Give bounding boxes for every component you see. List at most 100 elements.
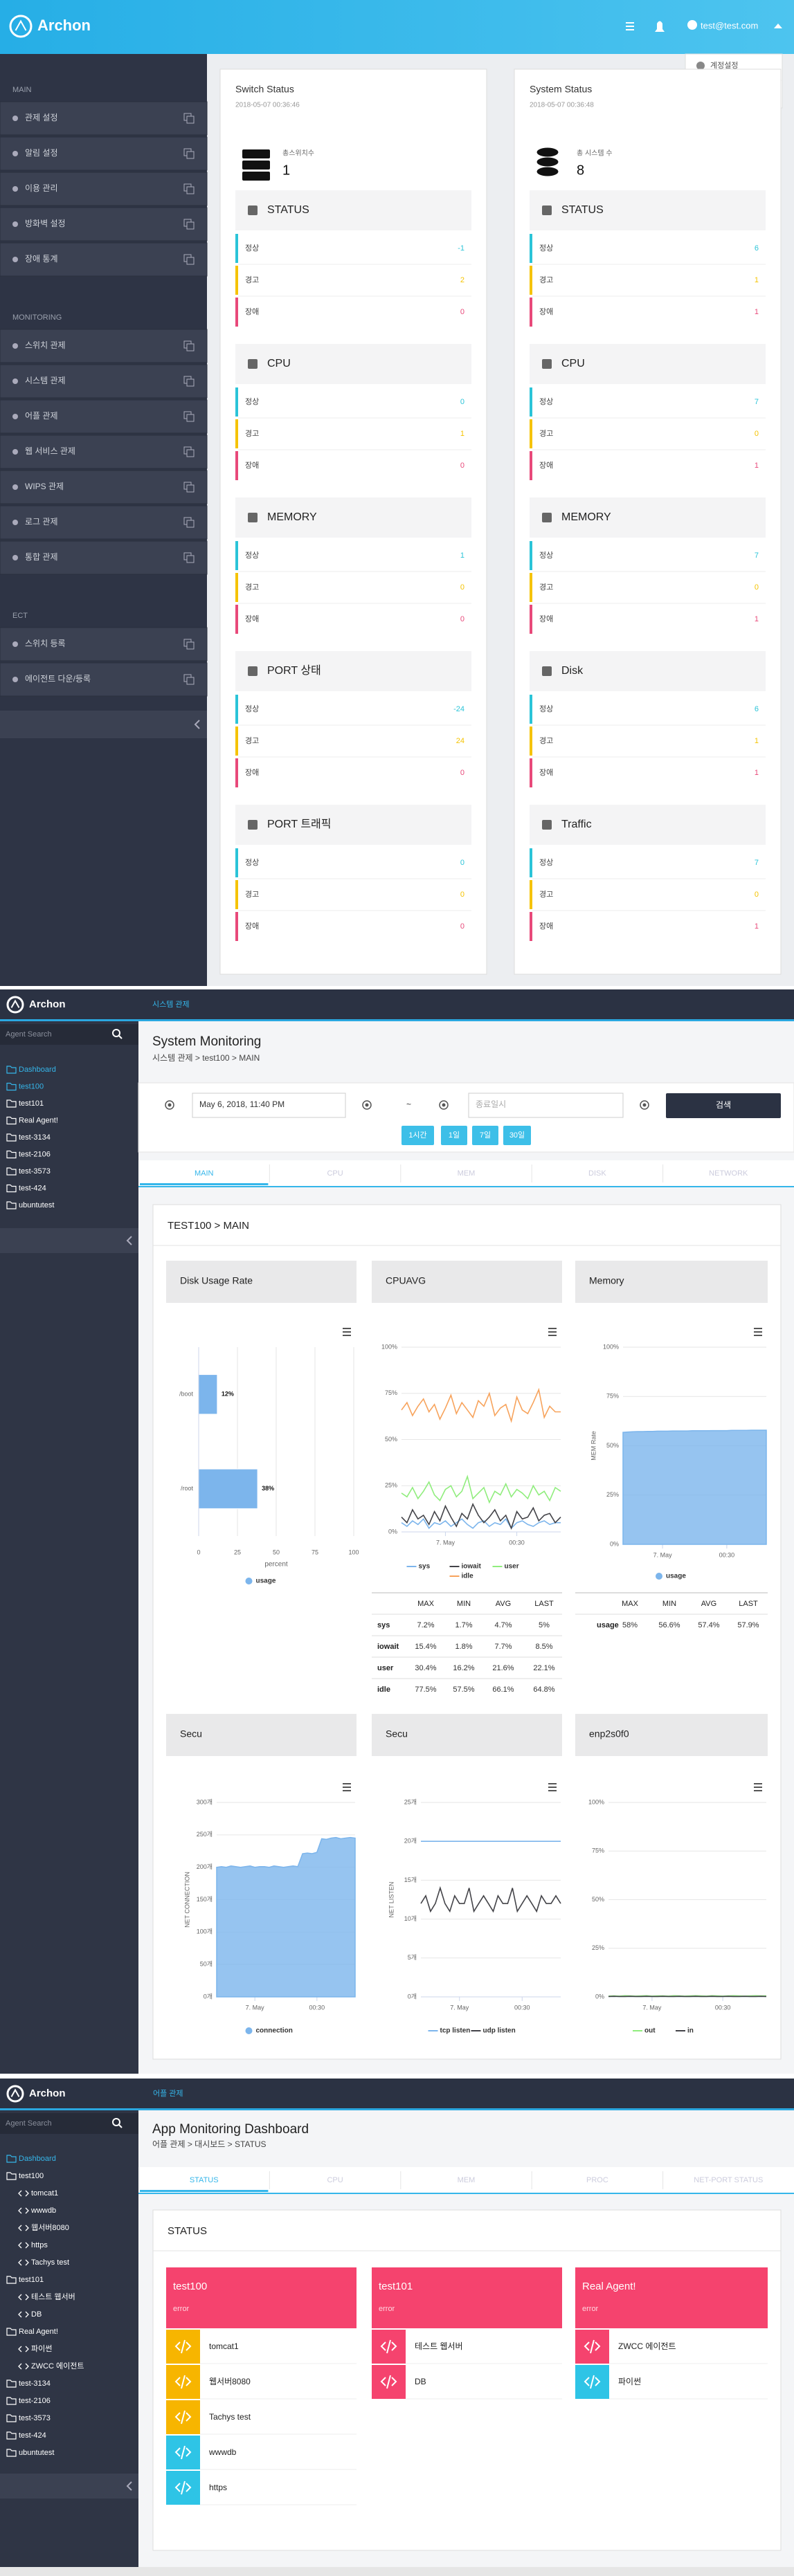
app-item-label[interactable]: wwwdb (208, 2447, 237, 2457)
search-button-label[interactable]: 검색 (716, 1100, 731, 1110)
sidebar-link[interactable]: 시스템 관제 (25, 376, 66, 385)
legend-label: in (687, 2027, 694, 2035)
radio[interactable] (439, 1100, 449, 1110)
tree-node[interactable]: ubuntutest (19, 1201, 54, 1209)
tree-node[interactable]: test101 (19, 2276, 44, 2284)
search-input[interactable]: Agent Search (6, 1030, 52, 1039)
status-label: 정상 (245, 397, 259, 406)
sidebar-link[interactable]: 방화벽 설정 (25, 219, 66, 228)
folder-icon (6, 2449, 17, 2457)
tree-node[interactable]: Real Agent! (19, 2328, 58, 2336)
menu-item[interactable]: 계정설정 (710, 61, 738, 70)
radio[interactable] (165, 1100, 174, 1110)
range-button-label[interactable]: 30일 (509, 1130, 525, 1140)
tab[interactable]: MEM (458, 2176, 476, 2184)
table-header: AVG (701, 1600, 716, 1608)
tree-node[interactable]: tomcat1 (31, 2189, 58, 2198)
tab[interactable]: MEM (458, 1169, 476, 1178)
range-button-label[interactable]: 1시간 (408, 1131, 426, 1140)
range-button-label[interactable]: 1일 (449, 1130, 460, 1140)
user-email[interactable]: test@test.com (701, 20, 758, 30)
folder-icon (6, 2155, 17, 2163)
app-item-label[interactable]: Tachys test (209, 2412, 251, 2422)
app-item-label[interactable]: 파이썬 (618, 2377, 641, 2386)
sidebar-link[interactable]: 관제 설정 (25, 113, 58, 122)
search-box (0, 2113, 138, 2134)
x-tick-label: 50 (273, 1549, 280, 1555)
tree-node[interactable]: DB (31, 2310, 42, 2319)
app-item-label[interactable]: 테스트 웹서버 (415, 2341, 463, 2351)
status-label: 경고 (539, 275, 553, 284)
range-button-label[interactable]: 7일 (480, 1130, 491, 1140)
section-icon (542, 666, 552, 676)
tree-node[interactable]: Dashboard (19, 2155, 56, 2163)
nav-tab[interactable]: 어플 관제 (153, 2089, 183, 2098)
sidebar-link[interactable]: 스위치 등록 (25, 639, 66, 648)
table-header: LAST (534, 1600, 554, 1608)
tab[interactable]: MAIN (195, 1169, 214, 1178)
nav-tab[interactable]: 시스템 관제 (152, 1000, 190, 1009)
app-item-label[interactable]: 웹서버8080 (209, 2377, 251, 2386)
sidebar-link[interactable]: 스위치 관제 (25, 340, 66, 350)
app-item-label[interactable]: ZWCC 에이전트 (618, 2341, 676, 2351)
sidebar-link[interactable]: 웹 서비스 관제 (25, 446, 75, 456)
app-item-label[interactable]: tomcat1 (209, 2341, 239, 2351)
tree-node[interactable]: test-3573 (19, 1167, 51, 1176)
line (420, 1885, 561, 1913)
tab[interactable]: CPU (327, 1169, 343, 1178)
sidebar-link[interactable]: 에이전트 다운/등록 (25, 674, 91, 684)
sidebar-link[interactable]: 알림 설정 (25, 148, 58, 158)
status-value: 7 (755, 398, 759, 406)
code-icon (584, 2339, 601, 2354)
tree-node[interactable]: test-3573 (19, 2414, 51, 2422)
app-item-label[interactable]: DB (415, 2377, 426, 2386)
tab[interactable]: NET-PORT STATUS (694, 2176, 763, 2184)
status-label: 경고 (539, 890, 553, 899)
status-row (235, 573, 471, 602)
sidebar-link[interactable]: WIPS 관제 (25, 482, 64, 491)
tree-node[interactable]: Tachys test (31, 2258, 69, 2267)
sidebar-link[interactable]: 통합 관제 (25, 552, 58, 562)
tree-node[interactable]: wwwdb (30, 2207, 56, 2215)
date-end[interactable]: 종료일시 (476, 1099, 506, 1109)
tree-node[interactable]: https (31, 2241, 48, 2249)
tab[interactable]: DISK (588, 1169, 606, 1178)
tab[interactable]: PROC (586, 2176, 608, 2184)
sidebar-link[interactable]: 어플 관제 (25, 411, 58, 421)
tree-node[interactable]: test-424 (19, 2431, 46, 2440)
search-input[interactable]: Agent Search (6, 2119, 52, 2128)
tree-node[interactable]: test-3134 (19, 1133, 51, 1142)
tree-node[interactable]: test-2106 (19, 2397, 51, 2405)
tab[interactable]: STATUS (190, 2176, 219, 2184)
bar (198, 1468, 258, 1509)
tree-node[interactable]: test100 (19, 1082, 44, 1090)
sidebar-link[interactable]: 이용 관리 (25, 183, 58, 193)
status-value: 6 (755, 244, 759, 253)
tree-node[interactable]: 테스트 웹서버 (31, 2292, 75, 2301)
tree-node[interactable]: test-3134 (19, 2379, 51, 2388)
tree-node[interactable]: Dashboard (19, 1066, 56, 1074)
tree-node[interactable]: test101 (19, 1099, 44, 1108)
tree-node[interactable]: ubuntutest (19, 2449, 54, 2457)
tree-node[interactable]: test-424 (19, 1184, 46, 1192)
tree-node[interactable]: Real Agent! (19, 1116, 58, 1124)
tree-node[interactable]: 웹서버8080 (31, 2223, 69, 2232)
tab[interactable]: NETWORK (709, 1169, 748, 1178)
tree-node[interactable]: ZWCC 에이전트 (31, 2362, 84, 2371)
sidebar-link[interactable]: 로그 관제 (25, 517, 58, 527)
table-cell: 8.5% (535, 1643, 552, 1651)
tree-node[interactable]: test100 (19, 2172, 44, 2180)
sidebar-item (0, 540, 208, 575)
sidebar-link[interactable]: 장애 통계 (25, 254, 58, 264)
app-item-label[interactable]: https (209, 2483, 227, 2492)
tab[interactable]: CPU (327, 2176, 343, 2184)
tree-node[interactable]: test-2106 (19, 1150, 51, 1158)
tree-node[interactable]: 파이썬 (31, 2344, 52, 2353)
status-row (530, 758, 766, 787)
radio[interactable] (640, 1100, 649, 1110)
chart-title: Disk Usage Rate (180, 1275, 253, 1286)
status-label: 경고 (245, 583, 259, 592)
radio[interactable] (362, 1100, 372, 1110)
search-icon (112, 1029, 120, 1037)
date-start[interactable]: May 6, 2018, 11:40 PM (199, 1099, 285, 1109)
